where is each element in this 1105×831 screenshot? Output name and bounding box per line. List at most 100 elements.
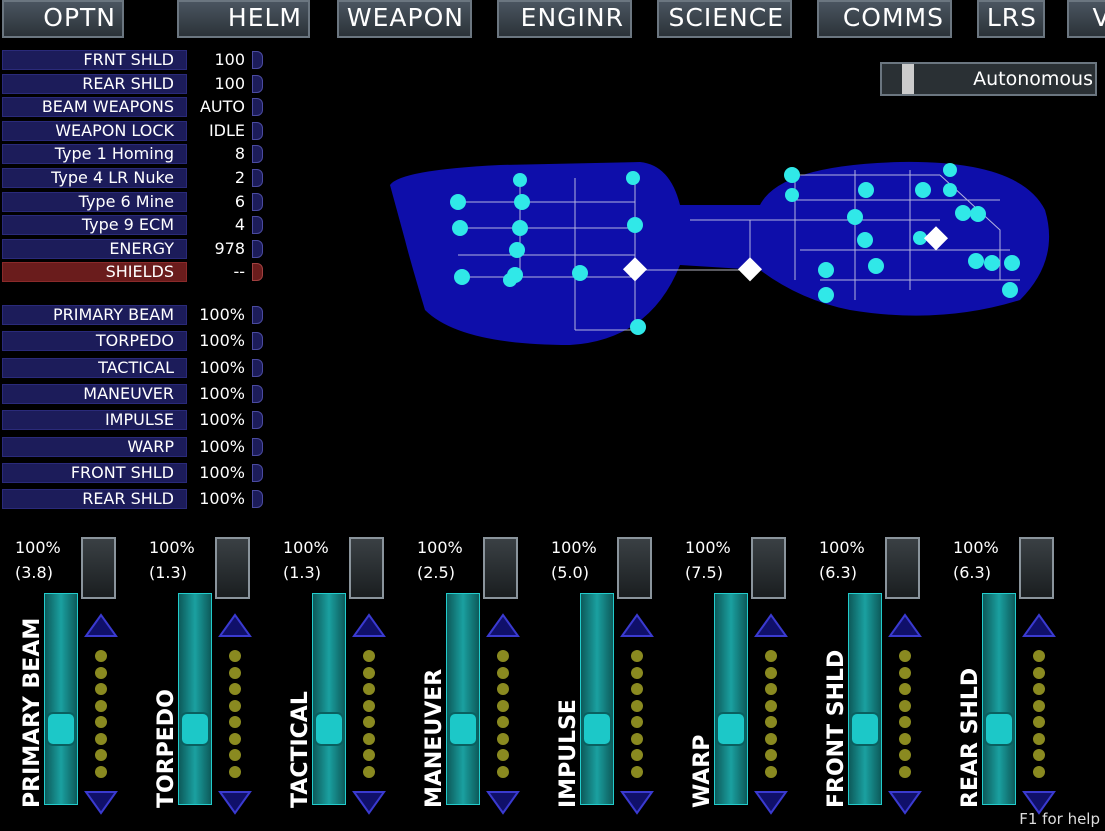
- level-dot: [765, 650, 777, 662]
- nav-tab[interactable]: VI: [1067, 0, 1105, 38]
- nav-tab[interactable]: SCIENCE: [657, 0, 792, 38]
- level-dot: [497, 666, 509, 679]
- nav-tab[interactable]: ENGINR: [497, 0, 632, 38]
- level-dot: [631, 749, 643, 761]
- arrow-up-icon: [218, 613, 252, 637]
- arrow-up[interactable]: [620, 612, 654, 638]
- level-dot: [899, 765, 911, 778]
- level-dot: [899, 650, 911, 662]
- level-dot: [631, 765, 643, 778]
- slider-label: FRONT SHLD: [824, 649, 849, 808]
- slider-indicator: [1019, 537, 1054, 599]
- level-dot: [899, 683, 911, 695]
- level-dot: [497, 765, 509, 778]
- status-cap: [252, 192, 263, 211]
- arrow-down[interactable]: [352, 790, 386, 816]
- arrow-up[interactable]: [754, 612, 788, 638]
- slider-knob[interactable]: [984, 712, 1014, 746]
- slider-power: (6.3): [953, 563, 991, 582]
- arrow-up[interactable]: [888, 612, 922, 638]
- slider-knob[interactable]: [448, 712, 478, 746]
- arrow-down-icon: [1022, 791, 1056, 815]
- nav-tab[interactable]: HELM: [177, 0, 310, 38]
- slider-label: TACTICAL: [288, 691, 313, 808]
- level-dot: [95, 716, 107, 728]
- status-cap: [252, 263, 263, 282]
- nav-tab[interactable]: OPTN: [2, 0, 124, 38]
- slider-knob[interactable]: [716, 712, 746, 746]
- slider-percent: 100%: [685, 538, 731, 557]
- slider-knob[interactable]: [46, 712, 76, 746]
- nav-tab[interactable]: WEAPON: [337, 0, 472, 38]
- slider-track[interactable]: [580, 593, 614, 805]
- slider-knob[interactable]: [180, 712, 210, 746]
- slider-indicator: [617, 537, 652, 599]
- slider-track[interactable]: [44, 593, 78, 805]
- level-dot: [899, 732, 911, 745]
- slider-indicator: [483, 537, 518, 599]
- level-dot: [1033, 683, 1045, 695]
- arrow-down[interactable]: [888, 790, 922, 816]
- level-dot: [95, 765, 107, 778]
- level-dot: [1033, 765, 1045, 778]
- mode-indicator: [902, 64, 914, 94]
- arrow-down[interactable]: [218, 790, 252, 816]
- status-value: 100: [214, 73, 245, 93]
- level-dot: [631, 683, 643, 695]
- system-value: 100%: [199, 436, 245, 456]
- status-label: SHIELDS: [2, 262, 187, 283]
- slider-track[interactable]: [446, 593, 480, 805]
- arrow-down[interactable]: [1022, 790, 1056, 816]
- arrow-up[interactable]: [218, 612, 252, 638]
- slider-track[interactable]: [312, 593, 346, 805]
- arrow-down[interactable]: [620, 790, 654, 816]
- system-cap: [252, 411, 263, 430]
- slider-knob[interactable]: [850, 712, 880, 746]
- status-label: FRNT SHLD: [2, 50, 187, 70]
- arrow-down[interactable]: [486, 790, 520, 816]
- arrow-down[interactable]: [84, 790, 118, 816]
- status-label: Type 9 ECM: [2, 215, 187, 236]
- system-cap: [252, 463, 263, 482]
- nav-tab[interactable]: LRS: [977, 0, 1045, 38]
- slider-track[interactable]: [848, 593, 882, 805]
- level-dot: [765, 749, 777, 761]
- system-value: 100%: [199, 331, 245, 351]
- slider-percent: 100%: [551, 538, 597, 557]
- status-cap: [252, 239, 263, 258]
- system-cap: [252, 437, 263, 456]
- slider-percent: 100%: [417, 538, 463, 557]
- arrow-up[interactable]: [1022, 612, 1056, 638]
- slider-knob[interactable]: [314, 712, 344, 746]
- arrow-up[interactable]: [352, 612, 386, 638]
- status-cap: [252, 98, 263, 117]
- status-value: 8: [234, 144, 245, 164]
- arrow-up[interactable]: [84, 612, 118, 638]
- slider-knob[interactable]: [582, 712, 612, 746]
- level-dot: [497, 699, 509, 712]
- slider-track[interactable]: [714, 593, 748, 805]
- system-cap: [252, 384, 263, 403]
- slider-label: WARP: [690, 734, 715, 808]
- status-value: 100: [214, 50, 245, 69]
- slider-label: REAR SHLD: [958, 667, 983, 808]
- arrow-up[interactable]: [486, 612, 520, 638]
- arrow-down[interactable]: [754, 790, 788, 816]
- status-label: Type 4 LR Nuke: [2, 168, 187, 188]
- slider-track[interactable]: [982, 593, 1016, 805]
- mode-button[interactable]: Autonomous: [880, 62, 1097, 96]
- slider-track[interactable]: [178, 593, 212, 805]
- level-dot: [1033, 666, 1045, 679]
- system-value: 100%: [199, 383, 245, 403]
- level-dot: [1033, 650, 1045, 662]
- slider-percent: 100%: [15, 538, 61, 557]
- level-dot: [363, 749, 375, 761]
- nav-tab[interactable]: COMMS: [817, 0, 952, 38]
- arrow-down-icon: [84, 791, 118, 815]
- level-dot: [95, 683, 107, 695]
- status-label: BEAM WEAPONS: [2, 97, 187, 118]
- level-dot: [899, 666, 911, 679]
- level-dot: [497, 683, 509, 695]
- level-dot: [899, 749, 911, 761]
- arrow-down-icon: [218, 791, 252, 815]
